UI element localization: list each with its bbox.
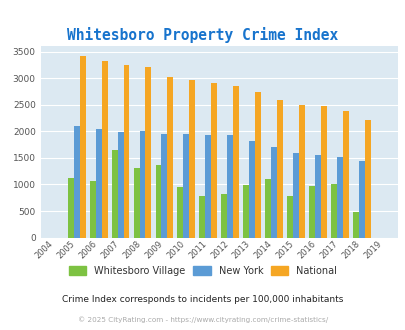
Bar — [249, 141, 254, 238]
Bar — [243, 185, 249, 238]
Bar — [314, 155, 320, 238]
Bar — [155, 165, 161, 238]
Text: © 2025 CityRating.com - https://www.cityrating.com/crime-statistics/: © 2025 CityRating.com - https://www.city… — [78, 316, 327, 323]
Bar — [232, 85, 239, 238]
Bar — [271, 147, 276, 238]
Bar — [199, 196, 205, 238]
Bar — [298, 105, 304, 238]
Bar — [189, 80, 195, 238]
Bar — [205, 135, 211, 238]
Bar — [139, 131, 145, 238]
Bar — [90, 181, 96, 238]
Bar — [286, 196, 292, 238]
Bar — [111, 150, 117, 238]
Bar — [254, 92, 260, 238]
Bar — [264, 179, 271, 238]
Text: Crime Index corresponds to incidents per 100,000 inhabitants: Crime Index corresponds to incidents per… — [62, 295, 343, 304]
Bar — [342, 111, 348, 238]
Bar — [211, 83, 217, 238]
Bar — [364, 120, 370, 238]
Bar — [221, 194, 227, 238]
Bar — [320, 106, 326, 238]
Bar — [68, 178, 74, 238]
Bar — [352, 212, 358, 238]
Bar — [227, 135, 232, 238]
Bar — [292, 152, 298, 238]
Bar — [167, 77, 173, 238]
Text: Whitesboro Property Crime Index: Whitesboro Property Crime Index — [67, 27, 338, 43]
Bar — [133, 169, 139, 238]
Bar — [96, 129, 101, 238]
Bar — [276, 100, 282, 238]
Bar — [308, 186, 314, 238]
Bar — [330, 184, 336, 238]
Bar — [145, 67, 151, 238]
Bar — [161, 134, 167, 238]
Bar — [358, 160, 364, 238]
Bar — [101, 61, 107, 238]
Bar — [177, 186, 183, 238]
Bar — [117, 132, 123, 238]
Bar — [183, 134, 189, 238]
Bar — [123, 65, 129, 238]
Bar — [79, 56, 85, 238]
Bar — [74, 126, 79, 238]
Legend: Whitesboro Village, New York, National: Whitesboro Village, New York, National — [65, 262, 340, 280]
Bar — [336, 157, 342, 238]
